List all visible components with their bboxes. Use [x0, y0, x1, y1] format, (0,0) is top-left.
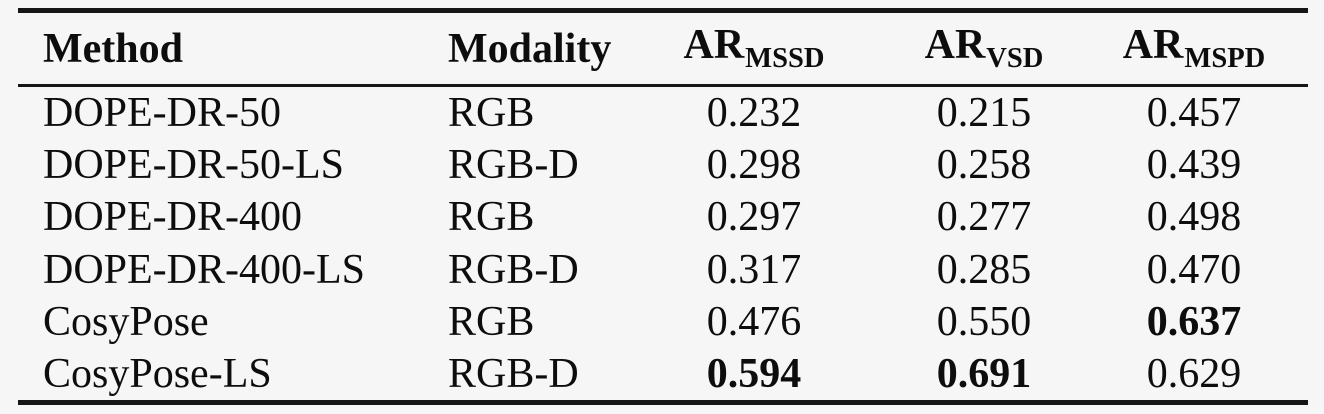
results-table: Method Modality ARMSSD ARVSD ARMSPD DOPE-DR-…: [18, 8, 1308, 406]
header-subscript: VSD: [986, 42, 1044, 74]
value-cell: 0.637: [1146, 298, 1242, 345]
header-method: Method: [18, 28, 430, 70]
value-cell: 0.691: [936, 351, 1032, 398]
value-cell: 0.629: [1146, 351, 1242, 398]
modality-cell: RGB-D: [448, 351, 579, 398]
table-row: DOPE-DR-50-LS RGB-D 0.298 0.258 0.439: [18, 139, 1308, 191]
modality-cell: RGB: [448, 298, 535, 345]
value-cell: 0.476: [706, 298, 802, 345]
header-modality: Modality: [430, 28, 620, 70]
value-cell: 0.285: [936, 246, 1032, 293]
value-cell: 0.215: [936, 90, 1032, 137]
header-ar-mspd: ARMSPD: [1080, 24, 1308, 74]
table-header-row: Method Modality ARMSSD ARVSD ARMSPD: [18, 13, 1308, 84]
table-row: DOPE-DR-50 RGB 0.232 0.215 0.457: [18, 87, 1308, 139]
table-row: CosyPose-LS RGB-D 0.594 0.691 0.629: [18, 348, 1308, 400]
modality-cell: RGB-D: [448, 246, 579, 293]
value-cell: 0.550: [936, 298, 1032, 345]
method-cell: CosyPose-LS: [43, 351, 272, 398]
method-cell: DOPE-DR-50: [43, 90, 281, 137]
value-cell: 0.439: [1146, 142, 1242, 189]
table-header-rule: [18, 84, 1308, 87]
table-body: DOPE-DR-50 RGB 0.232 0.215 0.457 DOPE-DR-50-L…: [18, 87, 1308, 400]
table-row: DOPE-DR-400-LS RGB-D 0.317 0.285 0.470: [18, 244, 1308, 296]
value-cell: 0.298: [706, 142, 802, 189]
value-cell: 0.457: [1146, 90, 1242, 137]
header-label: Method: [43, 25, 183, 72]
value-cell: 0.498: [1146, 194, 1242, 241]
value-cell: 0.594: [706, 351, 802, 398]
value-cell: 0.470: [1146, 246, 1242, 293]
value-cell: 0.232: [706, 90, 802, 137]
header-ar-mssd: ARMSSD: [620, 24, 888, 74]
modality-cell: RGB: [448, 90, 535, 137]
value-cell: 0.297: [706, 194, 802, 241]
table-row: CosyPose RGB 0.476 0.550 0.637: [18, 296, 1308, 348]
header-label: AR: [924, 21, 986, 68]
header-label: AR: [683, 21, 745, 68]
method-cell: DOPE-DR-400: [43, 194, 302, 241]
table-top-rule: [18, 8, 1308, 13]
header-label: Modality: [448, 25, 612, 72]
method-cell: DOPE-DR-50-LS: [43, 142, 344, 189]
method-cell: DOPE-DR-400-LS: [43, 246, 365, 293]
value-cell: 0.317: [706, 246, 802, 293]
header-ar-vsd: ARVSD: [888, 24, 1080, 74]
value-cell: 0.258: [936, 142, 1032, 189]
table-bottom-rule: [18, 400, 1308, 406]
header-subscript: MSPD: [1184, 42, 1266, 74]
method-cell: CosyPose: [43, 298, 209, 345]
header-label: AR: [1122, 21, 1184, 68]
modality-cell: RGB: [448, 194, 535, 241]
modality-cell: RGB-D: [448, 142, 579, 189]
header-subscript: MSSD: [745, 42, 825, 74]
table-row: DOPE-DR-400 RGB 0.297 0.277 0.498: [18, 191, 1308, 243]
value-cell: 0.277: [936, 194, 1032, 241]
